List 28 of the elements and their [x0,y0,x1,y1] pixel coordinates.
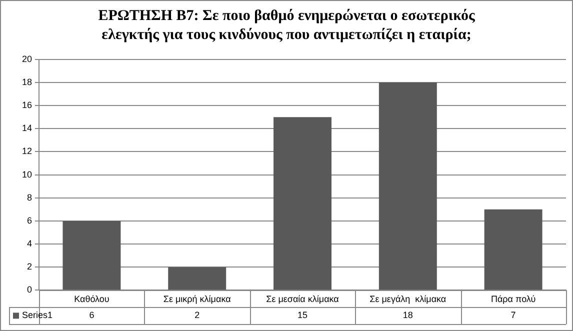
legend-label: Series1 [22,310,53,320]
y-tick-label: 14 [22,123,32,134]
y-tick-label: 6 [26,215,32,226]
y-tick-label: 18 [22,76,32,87]
chart-title: ΕΡΩΤΗΣΗ Β7: Σε ποιο βαθμό ενημερώνεται ο εσωτερικός ελεγκτής για τους κινδύνους που αντιμετωπίζει η εταιρία; [97,7,476,45]
y-tick-label: 8 [26,192,32,202]
data-label: 2 [194,310,200,320]
x-tick-label: Πάρα πολύ [490,294,536,304]
y-tick-label: 12 [22,146,32,156]
data-label: 18 [402,310,413,320]
bar [484,209,542,290]
bar [62,220,121,290]
y-tick-label: 2 [26,262,32,272]
y-tick-label: 4 [26,238,32,249]
y-tick-label: 0 [26,284,32,295]
bar [378,82,437,290]
bar [274,117,332,290]
data-label: 6 [89,310,94,320]
x-tick-label: Καθόλου [74,294,110,304]
x-tick-label: Σε μεγάλη κλίμακα [370,294,446,304]
y-tick-label: 16 [22,100,32,110]
data-label: 15 [298,310,308,320]
x-tick-label: Σε μικρή κλίμακα [163,294,231,304]
y-tick-label: 10 [22,169,32,180]
y-tick-label: 20 [22,54,32,64]
data-label: 7 [510,310,516,320]
bar [168,267,226,290]
x-tick-label: Σε μεσαία κλίμακα [266,294,339,304]
